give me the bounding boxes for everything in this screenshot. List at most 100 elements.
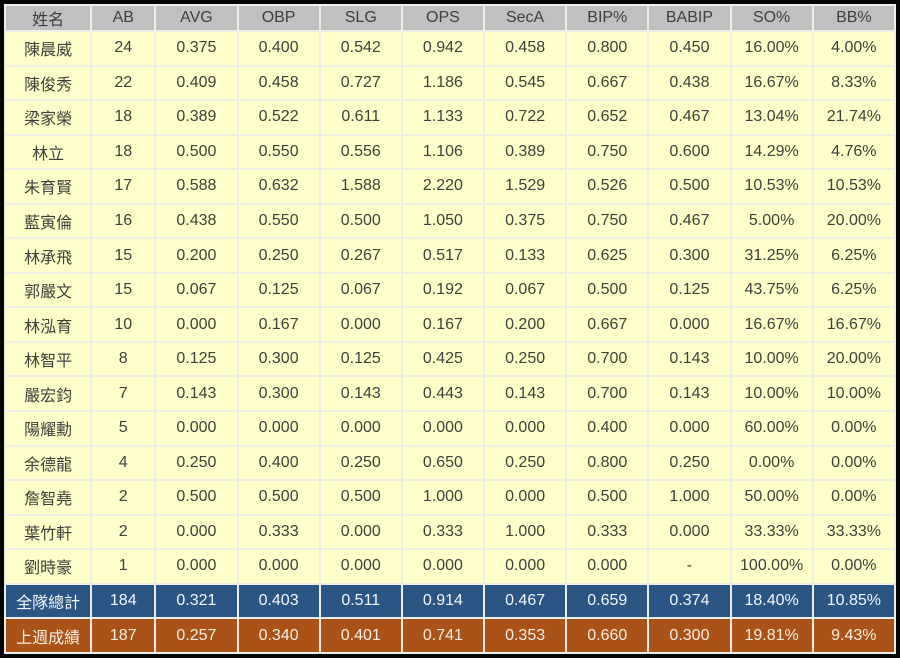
- stat-cell: 1.133: [402, 101, 484, 134]
- stat-cell: 15: [92, 239, 155, 272]
- stat-cell: 0.200: [156, 239, 237, 272]
- stat-cell: 0.650: [402, 446, 484, 480]
- stat-cell: 0.438: [649, 66, 730, 100]
- stat-cell: 0.400: [567, 412, 648, 445]
- stat-cell: 10.85%: [813, 584, 894, 618]
- stat-cell: 0.167: [402, 308, 484, 341]
- stat-cell: 0.000: [485, 412, 566, 445]
- stat-cell: 187: [92, 619, 155, 652]
- stat-cell: 2: [92, 515, 155, 549]
- stat-cell: 21.74%: [813, 101, 894, 134]
- stat-cell: 0.250: [649, 446, 730, 480]
- stat-cell: 1.000: [402, 481, 484, 514]
- stat-cell: 0.000: [320, 412, 401, 445]
- row-label-cell: 林承飛: [6, 239, 91, 272]
- stat-cell: 8.33%: [813, 66, 894, 100]
- stat-cell: 0.067: [156, 273, 237, 307]
- stat-cell: 0.250: [485, 342, 566, 376]
- stat-cell: 1.000: [485, 515, 566, 549]
- stat-cell: 24: [92, 32, 155, 65]
- stat-cell: 0.500: [649, 170, 730, 203]
- row-label-cell: 葉竹軒: [6, 515, 91, 549]
- stat-cell: 1.106: [402, 135, 484, 169]
- stat-cell: 0.000: [156, 550, 237, 583]
- stat-cell: 1.588: [320, 170, 401, 203]
- stat-cell: 60.00%: [731, 412, 812, 445]
- stat-cell: 0.143: [649, 377, 730, 411]
- stat-cell: 0.467: [649, 204, 730, 238]
- stat-cell: 0.000: [402, 550, 484, 583]
- stat-cell: 15: [92, 273, 155, 307]
- stat-cell: 0.500: [156, 135, 237, 169]
- player-row: 藍寅倫 16 0.438 0.550 0.500 1.050 0.375 0.750 0.467…: [6, 204, 894, 238]
- stat-cell: 0.333: [402, 515, 484, 549]
- stat-cell: 0.467: [485, 584, 566, 618]
- row-label-cell: 林泓育: [6, 308, 91, 341]
- row-label-cell: 全隊總計: [6, 584, 91, 618]
- player-row: 嚴宏鈞 7 0.143 0.300 0.143 0.443 0.143 0.700 0.143 1…: [6, 377, 894, 411]
- header-row: 姓名 AB AVG OBP SLG OPS SecA BIP% BABIP SO…: [6, 6, 894, 30]
- batting-stats-table: 姓名 AB AVG OBP SLG OPS SecA BIP% BABIP SO…: [4, 4, 896, 654]
- stat-cell: 7: [92, 377, 155, 411]
- row-label-cell: 郭嚴文: [6, 273, 91, 307]
- player-row: 陽耀勳 5 0.000 0.000 0.000 0.000 0.000 0.400 0.000 6…: [6, 412, 894, 445]
- stat-cell: 0.556: [320, 135, 401, 169]
- column-header-bip-pct: BIP%: [567, 6, 648, 30]
- stat-cell: 0.250: [156, 446, 237, 480]
- stat-cell: 0.409: [156, 66, 237, 100]
- stat-cell: 0.611: [320, 101, 401, 134]
- stat-cell: 0.250: [238, 239, 319, 272]
- player-row: 劉時豪 1 0.000 0.000 0.000 0.000 0.000 0.000-100.0…: [6, 550, 894, 583]
- stat-cell: 0.588: [156, 170, 237, 203]
- stat-cell: 0.400: [238, 446, 319, 480]
- stat-cell: 0.500: [567, 481, 648, 514]
- column-header-ops: OPS: [402, 6, 484, 30]
- stat-cell: 0.00%: [731, 446, 812, 480]
- row-label-cell: 嚴宏鈞: [6, 377, 91, 411]
- summary-row-last-week: 上週成績 187 0.257 0.340 0.401 0.741 0.353 0.660 0.3…: [6, 619, 894, 652]
- stat-cell: 0.545: [485, 66, 566, 100]
- stat-cell: 0.333: [238, 515, 319, 549]
- stat-cell: 0.600: [649, 135, 730, 169]
- stat-cell: 100.00%: [731, 550, 812, 583]
- stat-cell: 0.000: [649, 308, 730, 341]
- stat-cell: 0.500: [320, 204, 401, 238]
- player-row: 林智平 8 0.125 0.300 0.125 0.425 0.250 0.700 0.143 1…: [6, 342, 894, 376]
- stat-cell: 0.443: [402, 377, 484, 411]
- stat-cell: 0.300: [238, 342, 319, 376]
- stat-cell: 0.000: [485, 550, 566, 583]
- stat-cell: 10.00%: [731, 342, 812, 376]
- column-header-so-pct: SO%: [731, 6, 812, 30]
- stat-cell: 0.353: [485, 619, 566, 652]
- stat-cell: 0.542: [320, 32, 401, 65]
- stat-cell: 8: [92, 342, 155, 376]
- stat-cell: 0.000: [156, 515, 237, 549]
- row-label-cell: 劉時豪: [6, 550, 91, 583]
- stat-cell: 0.800: [567, 32, 648, 65]
- stat-cell: 0.000: [238, 412, 319, 445]
- player-row: 林立 18 0.500 0.550 0.556 1.106 0.389 0.750 0.600 1…: [6, 135, 894, 169]
- stat-cell: 0.667: [567, 308, 648, 341]
- stat-cell: 50.00%: [731, 481, 812, 514]
- stat-cell: 0.700: [567, 342, 648, 376]
- player-row: 郭嚴文 15 0.067 0.125 0.067 0.192 0.067 0.500 0.125…: [6, 273, 894, 307]
- stat-cell: 20.00%: [813, 342, 894, 376]
- player-row: 陳俊秀 22 0.409 0.458 0.727 1.186 0.545 0.667 0.438…: [6, 66, 894, 100]
- stat-cell: 0.550: [238, 135, 319, 169]
- stat-cell: 0.125: [649, 273, 730, 307]
- column-header-name: 姓名: [6, 6, 91, 30]
- stat-cell: 2.220: [402, 170, 484, 203]
- stat-cell: 1.186: [402, 66, 484, 100]
- stat-cell: 0.133: [485, 239, 566, 272]
- stat-cell: 4: [92, 446, 155, 480]
- stat-cell: 0.425: [402, 342, 484, 376]
- stat-cell: 6.25%: [813, 273, 894, 307]
- stat-cell: 0.500: [567, 273, 648, 307]
- stat-cell: 0.300: [649, 619, 730, 652]
- stat-cell: 0.660: [567, 619, 648, 652]
- stat-cell: 18.40%: [731, 584, 812, 618]
- row-label-cell: 陳晨威: [6, 32, 91, 65]
- stat-cell: 0.000: [320, 308, 401, 341]
- stat-cell: 0.375: [485, 204, 566, 238]
- stat-cell: 0.000: [485, 481, 566, 514]
